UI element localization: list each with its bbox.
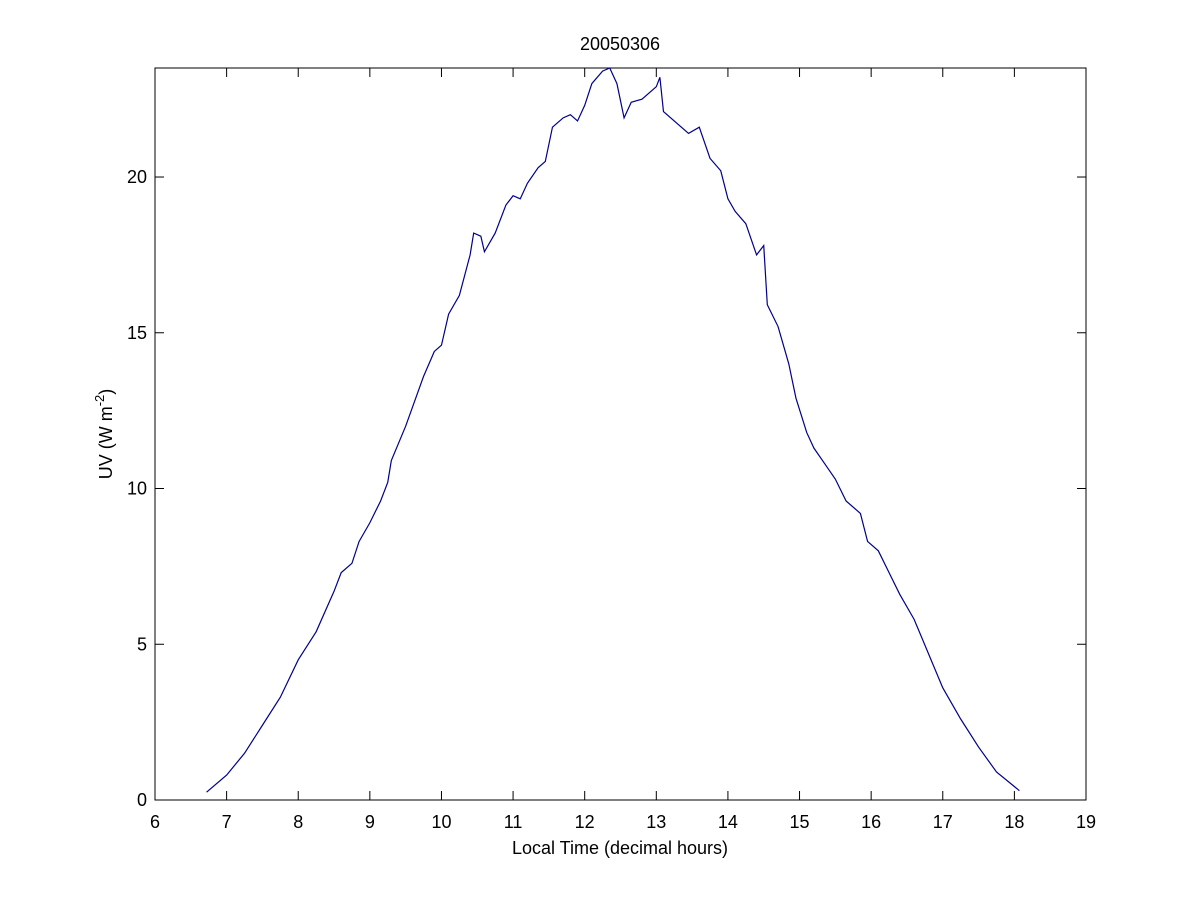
x-tick-label: 14 — [718, 812, 738, 832]
x-axis-label: Local Time (decimal hours) — [512, 838, 728, 858]
x-tick-label: 16 — [861, 812, 881, 832]
y-tick-label: 5 — [137, 634, 147, 654]
y-axis-label: UV (W m-2) — [92, 389, 116, 480]
x-tick-label: 15 — [790, 812, 810, 832]
data-line — [206, 67, 1020, 793]
y-tick-label: 0 — [137, 790, 147, 810]
x-tick-label: 6 — [150, 812, 160, 832]
x-tick-label: 18 — [1004, 812, 1024, 832]
chart-title: 20050306 — [580, 34, 660, 54]
x-tick-label: 17 — [933, 812, 953, 832]
x-tick-label: 13 — [646, 812, 666, 832]
y-tick-label: 20 — [127, 167, 147, 187]
x-tick-label: 19 — [1076, 812, 1096, 832]
y-tick-label: 15 — [127, 323, 147, 343]
y-axis-label-exponent: -2 — [92, 395, 107, 407]
y-tick-label: 10 — [127, 479, 147, 499]
x-tick-label: 7 — [222, 812, 232, 832]
x-tick-label: 8 — [293, 812, 303, 832]
plot-frame — [154, 67, 1087, 801]
x-tick-label: 12 — [575, 812, 595, 832]
x-tick-label: 9 — [365, 812, 375, 832]
x-tick-label: 11 — [504, 812, 523, 832]
y-axis-label-close: ) — [96, 389, 116, 395]
x-tick-label: 10 — [431, 812, 451, 832]
y-axis-label-text: UV (W m — [96, 406, 116, 479]
